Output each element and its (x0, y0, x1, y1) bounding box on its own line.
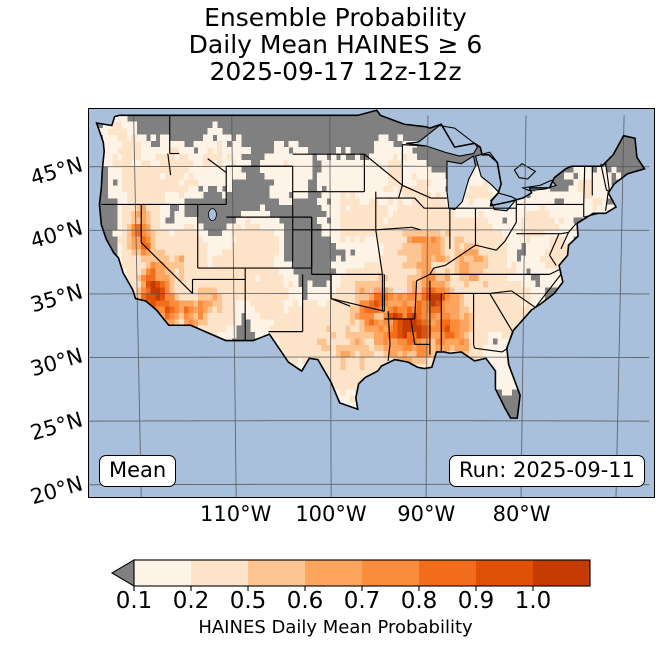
lat-tick-20: 20°N (27, 471, 86, 510)
title-line-1: Ensemble Probability (204, 3, 467, 32)
lon-tick-110: 110°W (200, 502, 272, 526)
lon-tick-90: 90°W (397, 502, 456, 526)
lat-tick-25: 25°N (27, 407, 86, 446)
title-line-3: 2025-09-17 12z-12z (209, 57, 462, 86)
colorbar-tick-labels: 0.1 0.2 0.5 0.6 0.7 0.8 0.9 1.0 (0, 588, 671, 614)
lat-tick-40: 40°N (27, 215, 86, 254)
colorbar-axis-label: HAINES Daily Mean Probability (198, 617, 473, 638)
lat-tick-30: 30°N (27, 343, 86, 382)
map-plot-area: Mean Run: 2025-09-11 (88, 108, 655, 498)
badge-run: Run: 2025-09-11 (448, 454, 645, 487)
lat-tick-45: 45°N (27, 151, 86, 190)
colorbar: 0.1 0.2 0.5 0.6 0.7 0.8 0.9 1.0 HAINES Daily Me… (0, 556, 671, 656)
badge-mean: Mean (99, 454, 177, 487)
colorbar-tick-0-7: 0.7 (343, 588, 381, 614)
lat-tick-35: 35°N (27, 279, 86, 318)
colorbar-tick-0-1: 0.1 (115, 588, 153, 614)
title-line-2: Daily Mean HAINES ≥ 6 (188, 30, 483, 59)
figure-title: Ensemble Probability Daily Mean HAINES ≥… (0, 4, 671, 85)
colorbar-swatches (110, 559, 591, 591)
lon-tick-80: 80°W (492, 502, 551, 526)
colorbar-tick-0-5: 0.5 (229, 588, 267, 614)
colorbar-tick-0-6: 0.6 (286, 588, 324, 614)
colorbar-tick-0-9: 0.9 (457, 588, 495, 614)
colorbar-tick-0-2: 0.2 (172, 588, 210, 614)
colorbar-tick-0-8: 0.8 (400, 588, 438, 614)
map-canvas (89, 109, 654, 497)
colorbar-tick-1-0: 1.0 (514, 588, 552, 614)
lon-tick-100: 100°W (295, 502, 367, 526)
